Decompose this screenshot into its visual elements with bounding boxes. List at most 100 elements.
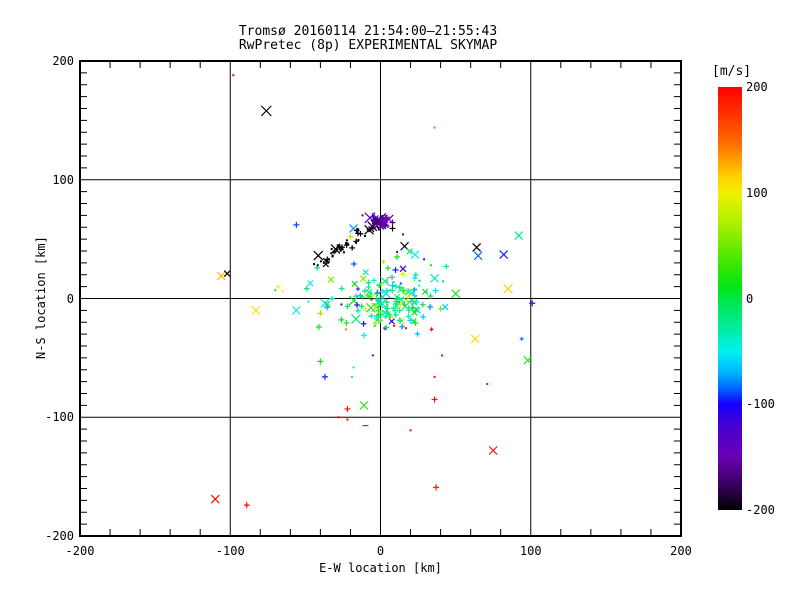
colorbar-tick-label: -100 [746, 397, 775, 412]
data-point [412, 288, 415, 291]
data-point [384, 299, 390, 305]
data-point [429, 305, 432, 308]
data-point [313, 263, 316, 266]
data-point [405, 313, 412, 320]
data-point [405, 288, 412, 296]
x-tick-label: -200 [65, 544, 95, 558]
data-point [379, 288, 386, 295]
chart-subtitle: RwPretec (8p) EXPERIMENTAL SKYMAP [238, 38, 498, 53]
data-point [396, 251, 399, 254]
data-point [386, 280, 389, 283]
data-point [514, 231, 524, 240]
data-point [488, 446, 498, 455]
data-point [384, 214, 394, 225]
data-point [327, 260, 330, 263]
data-point [432, 287, 439, 294]
data-point [393, 324, 396, 327]
data-point [410, 250, 420, 259]
data-point [360, 332, 367, 339]
colorbar-tick-label: 200 [746, 80, 768, 94]
data-point [441, 280, 444, 283]
data-point [371, 214, 384, 227]
data-point [399, 282, 402, 285]
x-tick-label: 0 [376, 544, 385, 558]
data-point [433, 126, 436, 129]
colorbar-unit-label: [m/s] [712, 64, 752, 79]
data-point [473, 251, 483, 261]
data-point [396, 307, 403, 314]
y-tick-label: -100 [45, 410, 74, 425]
data-point [420, 314, 426, 320]
data-point [383, 308, 390, 315]
data-point [394, 304, 401, 311]
data-point [400, 287, 407, 294]
data-point [337, 416, 340, 419]
data-point [216, 271, 226, 281]
scatter-points [210, 74, 536, 509]
data-point [414, 331, 421, 337]
colorbar-tick-label: 100 [746, 185, 768, 200]
data-point [355, 287, 360, 291]
data-point [365, 288, 373, 296]
data-point [339, 249, 342, 252]
data-point [324, 304, 330, 311]
data-point [340, 303, 343, 306]
data-point [291, 305, 301, 315]
x-tick-label: -100 [215, 544, 245, 558]
data-point [358, 303, 365, 310]
data-point [210, 494, 220, 504]
y-tick-label: 100 [52, 172, 74, 187]
data-point [363, 235, 366, 238]
data-point [363, 307, 368, 312]
data-point [293, 221, 300, 228]
data-point [223, 270, 231, 277]
data-point [362, 288, 368, 294]
data-point [382, 310, 385, 313]
colorbar-tick-label: 0 [746, 291, 754, 306]
data-point [330, 248, 333, 251]
data-point [307, 300, 310, 303]
data-point [317, 310, 324, 317]
data-point [394, 296, 400, 302]
data-point [349, 224, 358, 233]
data-point [486, 383, 489, 385]
data-point [376, 226, 379, 229]
data-point [349, 245, 355, 251]
data-point [376, 289, 379, 292]
data-point [360, 275, 367, 282]
data-point [376, 216, 385, 225]
data-point [412, 298, 415, 301]
plot-box [79, 60, 682, 537]
data-point [351, 280, 358, 288]
data-point [339, 285, 345, 292]
data-point [451, 289, 461, 299]
data-point [389, 225, 396, 232]
data-point [343, 242, 350, 248]
data-point [347, 233, 354, 240]
chart-title: Tromsø 20160114 21:54:00–21:55:43 [238, 24, 498, 39]
data-point [281, 290, 284, 293]
data-point [377, 317, 384, 323]
data-point [397, 286, 405, 293]
data-point [412, 306, 420, 313]
data-point [357, 292, 364, 299]
data-point [371, 277, 377, 284]
data-point [346, 242, 349, 245]
data-point [414, 299, 420, 305]
data-point [433, 375, 436, 378]
data-point [399, 271, 406, 278]
data-point [392, 301, 399, 307]
data-point [327, 276, 335, 283]
data-point [351, 261, 357, 267]
data-point [342, 251, 345, 254]
data-point [503, 283, 513, 294]
data-point [232, 74, 235, 77]
data-point [344, 328, 347, 331]
data-point [359, 400, 369, 410]
data-point [427, 293, 434, 299]
data-point [374, 222, 377, 225]
data-point [343, 320, 350, 326]
data-point [378, 295, 385, 301]
data-point [341, 248, 344, 251]
